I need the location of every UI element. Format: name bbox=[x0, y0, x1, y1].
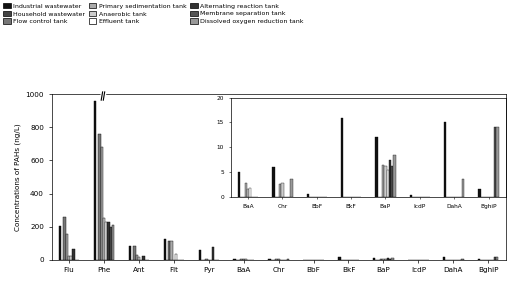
Bar bbox=[99, 134, 101, 260]
Y-axis label: Concentrations of PAHs (ng/L): Concentrations of PAHs (ng/L) bbox=[15, 123, 21, 231]
Bar bbox=[94, 101, 96, 260]
Bar bbox=[168, 241, 170, 260]
Bar bbox=[101, 147, 103, 260]
Bar bbox=[338, 257, 341, 260]
Bar bbox=[382, 258, 384, 260]
Bar bbox=[373, 258, 376, 260]
Bar bbox=[112, 225, 114, 260]
Bar bbox=[494, 257, 496, 260]
Bar bbox=[66, 234, 68, 260]
Bar bbox=[133, 245, 136, 260]
Bar bbox=[110, 227, 112, 260]
Bar bbox=[103, 218, 105, 260]
Bar bbox=[136, 255, 138, 260]
Bar bbox=[496, 257, 498, 260]
Bar bbox=[70, 256, 72, 260]
Bar bbox=[380, 258, 382, 260]
Bar bbox=[278, 259, 280, 260]
Bar bbox=[175, 254, 178, 260]
Bar bbox=[286, 259, 289, 260]
Bar bbox=[138, 257, 140, 260]
Bar bbox=[384, 259, 387, 260]
Bar bbox=[68, 256, 70, 260]
Bar bbox=[199, 250, 201, 260]
Bar bbox=[164, 239, 166, 260]
Bar bbox=[212, 247, 215, 260]
Bar bbox=[59, 226, 61, 260]
Bar bbox=[234, 259, 236, 260]
Bar bbox=[170, 241, 173, 260]
Bar bbox=[205, 259, 207, 260]
Bar bbox=[105, 222, 107, 260]
Bar bbox=[391, 258, 394, 260]
Bar bbox=[128, 246, 131, 260]
Bar bbox=[389, 259, 391, 260]
Bar bbox=[240, 259, 243, 260]
Bar bbox=[461, 259, 463, 260]
Bar bbox=[387, 258, 389, 260]
Bar bbox=[275, 259, 278, 260]
Bar bbox=[245, 259, 247, 260]
Bar bbox=[63, 217, 66, 260]
Bar bbox=[72, 249, 75, 260]
Bar bbox=[107, 222, 110, 260]
Bar bbox=[443, 257, 445, 260]
Bar bbox=[142, 256, 144, 260]
Bar bbox=[268, 259, 271, 260]
Legend: Industrial wastewater, Household wastewater, Flow control tank, Primary sediment: Industrial wastewater, Household wastewa… bbox=[3, 3, 304, 24]
